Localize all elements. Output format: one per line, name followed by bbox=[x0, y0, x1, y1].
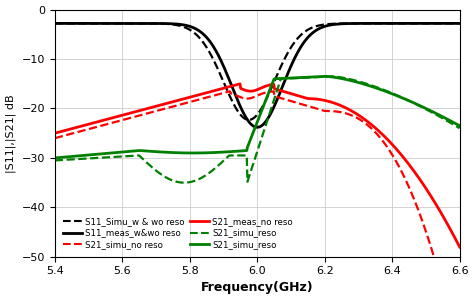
Legend: S11_Simu_w & wo reso, S11_meas_w&wo reso, S21_simu_no reso, S21_meas_no reso, S2: S11_Simu_w & wo reso, S11_meas_w&wo reso… bbox=[59, 214, 296, 253]
Y-axis label: |S11|,|S21| dB: |S11|,|S21| dB bbox=[6, 94, 16, 172]
X-axis label: Frequency(GHz): Frequency(GHz) bbox=[201, 281, 313, 294]
